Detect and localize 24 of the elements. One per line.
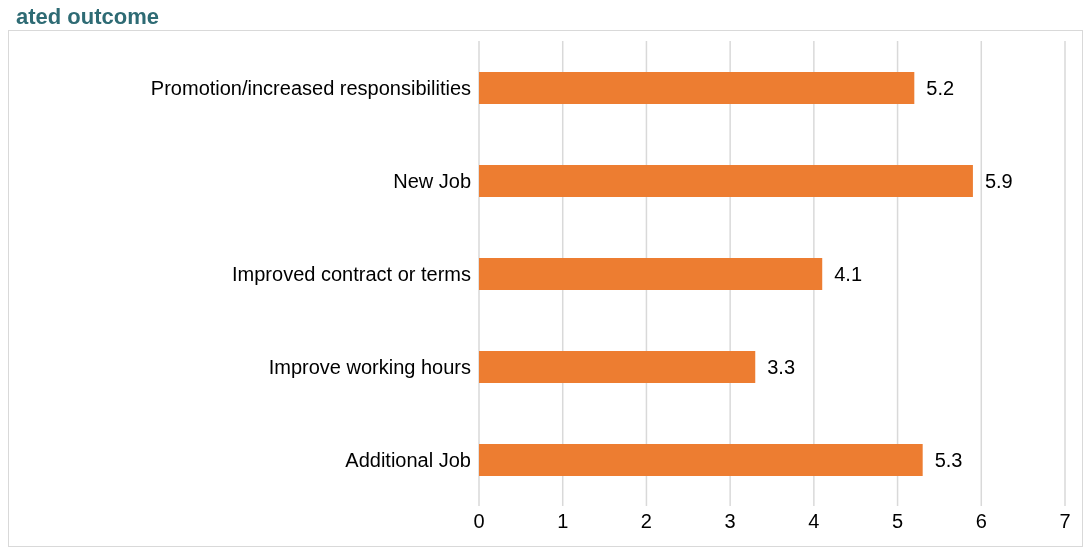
x-tick-label: 0 bbox=[473, 510, 485, 533]
bar bbox=[479, 258, 823, 290]
x-tick-label: 5 bbox=[892, 510, 904, 533]
x-tick-label: 3 bbox=[724, 510, 736, 533]
data-label: 5.2 bbox=[926, 77, 955, 100]
y-tick-label: Additional Job bbox=[345, 448, 471, 471]
y-tick-label: Improved contract or terms bbox=[232, 262, 471, 285]
bar bbox=[479, 72, 915, 104]
data-label: 5.9 bbox=[984, 170, 1013, 193]
data-label: 5.3 bbox=[934, 449, 963, 472]
bar bbox=[479, 165, 973, 197]
x-tick-label: 6 bbox=[975, 510, 987, 533]
x-tick-label: 1 bbox=[557, 510, 569, 533]
y-tick-label: Promotion/increased responsibilities bbox=[150, 76, 471, 99]
x-tick-label: 2 bbox=[640, 510, 652, 533]
x-tick-label: 7 bbox=[1059, 510, 1071, 533]
x-tick-label: 4 bbox=[808, 510, 820, 533]
data-label: 4.1 bbox=[834, 263, 863, 286]
bar bbox=[479, 444, 923, 476]
bar bbox=[479, 351, 756, 383]
y-tick-label: New Job bbox=[393, 169, 471, 192]
data-label: 3.3 bbox=[767, 356, 796, 379]
text: ated outcome bbox=[16, 4, 160, 30]
y-tick-label: Improve working hours bbox=[268, 355, 471, 378]
